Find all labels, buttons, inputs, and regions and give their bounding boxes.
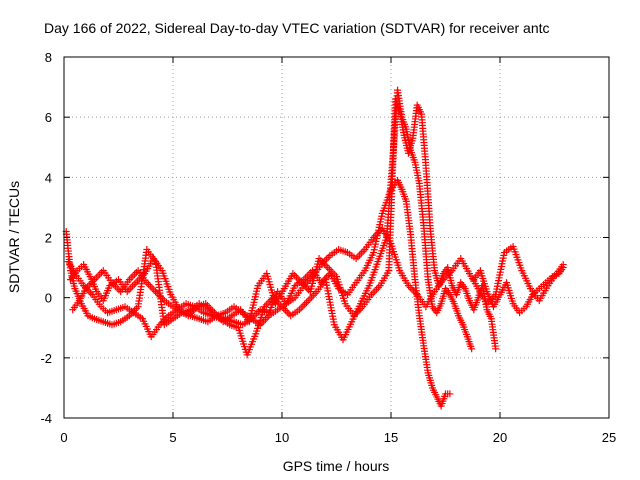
data-point-interp bbox=[354, 253, 362, 261]
data-point-interp bbox=[130, 280, 138, 288]
data-point bbox=[132, 279, 140, 287]
x-tick-label: 25 bbox=[602, 430, 616, 445]
series-track-1 bbox=[62, 176, 454, 410]
data-point bbox=[152, 288, 160, 296]
chart-title: Day 166 of 2022, Sidereal Day-to-day VTE… bbox=[44, 20, 550, 36]
data-point bbox=[559, 264, 567, 272]
series-track-5 bbox=[470, 264, 567, 317]
data-point bbox=[468, 345, 476, 353]
data-point-interp bbox=[291, 271, 299, 279]
y-tick-label: 2 bbox=[45, 231, 52, 246]
data-point-interp bbox=[374, 283, 382, 291]
data-point bbox=[304, 297, 312, 305]
data-point-interp bbox=[94, 272, 102, 280]
data-point-interp bbox=[157, 293, 165, 301]
data-point-interp bbox=[96, 270, 104, 278]
data-point-interp bbox=[145, 280, 153, 288]
data-point-interp bbox=[306, 295, 314, 303]
data-point-interp bbox=[127, 274, 135, 282]
data-point-interp bbox=[359, 247, 367, 255]
data-point bbox=[324, 264, 332, 272]
x-tick-label: 5 bbox=[169, 430, 176, 445]
data-point-interp bbox=[127, 284, 135, 292]
x-tick-label: 20 bbox=[493, 430, 507, 445]
data-point bbox=[446, 390, 454, 398]
data-point-interp bbox=[129, 272, 137, 280]
data-point-interp bbox=[113, 284, 121, 292]
data-point-interp bbox=[302, 298, 310, 306]
data-point-interp bbox=[292, 273, 300, 281]
data-point-interp bbox=[371, 287, 379, 295]
data-point-interp bbox=[131, 270, 139, 278]
data-point-interp bbox=[92, 274, 100, 282]
data-point-interp bbox=[308, 293, 316, 301]
y-tick-label: -2 bbox=[40, 351, 52, 366]
data-point-interp bbox=[264, 299, 272, 307]
grid-lines bbox=[64, 57, 609, 418]
data-point-interp bbox=[369, 289, 377, 297]
data-point-interp bbox=[128, 282, 136, 290]
data-point-interp bbox=[357, 249, 365, 257]
data-point-interp bbox=[309, 291, 317, 299]
series-track-3 bbox=[67, 95, 500, 353]
data-point-interp bbox=[148, 284, 156, 292]
data-point-interp bbox=[408, 285, 416, 293]
data-point-interp bbox=[87, 289, 95, 297]
x-tick-label: 15 bbox=[384, 430, 398, 445]
x-axis-ticks: 0 5 10 15 20 25 bbox=[60, 57, 616, 445]
data-point-interp bbox=[301, 300, 309, 308]
x-tick-label: 0 bbox=[60, 430, 67, 445]
data-points bbox=[62, 86, 567, 410]
data-point-interp bbox=[326, 265, 334, 273]
y-tick-label: -4 bbox=[40, 411, 52, 426]
data-point-interp bbox=[373, 285, 381, 293]
data-point-interp bbox=[146, 282, 154, 290]
x-tick-label: 10 bbox=[275, 430, 289, 445]
y-tick-label: 4 bbox=[45, 170, 52, 185]
y-tick-label: 0 bbox=[45, 291, 52, 306]
data-point-interp bbox=[261, 315, 269, 323]
y-tick-label: 8 bbox=[45, 50, 52, 65]
data-point bbox=[492, 345, 500, 353]
data-point-interp bbox=[311, 289, 319, 297]
data-point-interp bbox=[297, 304, 305, 312]
y-tick-label: 6 bbox=[45, 110, 52, 125]
y-axis-label: SDTVAR / TECUs bbox=[6, 181, 22, 293]
x-axis-label: GPS time / hours bbox=[283, 458, 390, 474]
data-point-interp bbox=[299, 302, 307, 310]
y-axis-ticks: -4 -2 0 2 4 6 8 bbox=[40, 50, 609, 426]
data-point-interp bbox=[324, 253, 332, 261]
